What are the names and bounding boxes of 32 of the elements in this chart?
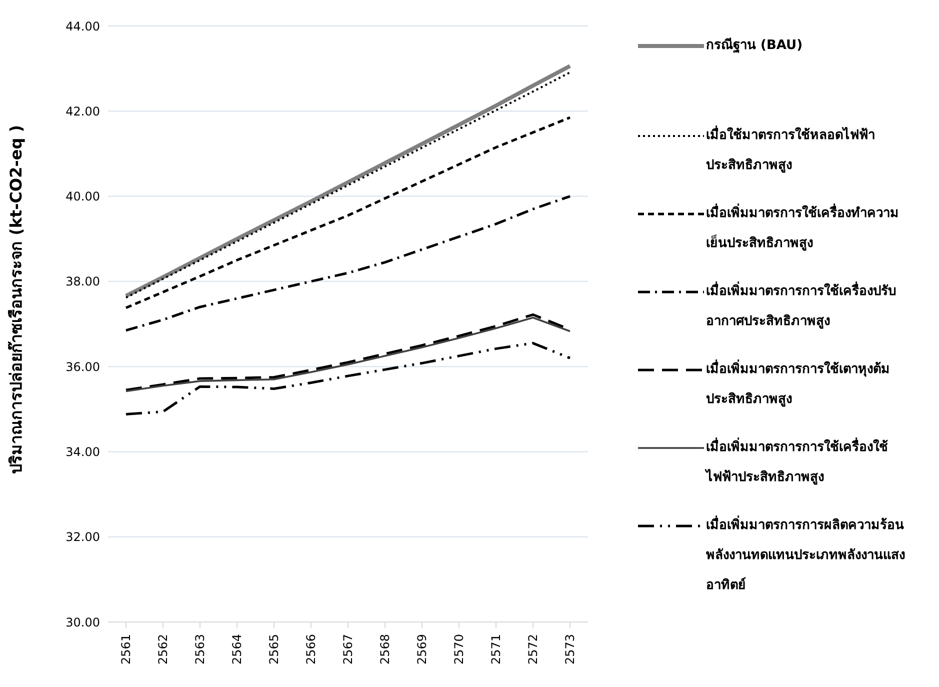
y-tick-label: 32.00 [66,530,100,544]
text: เมื่อเพิ่มมาตรการการผลิตความร้อนพลังงานทดแทนประเภทพลังงานแสงอาทิตย์ [706,514,906,595]
y-tick-label: 44.00 [66,19,100,34]
y-axis-title: ปริมาณการปล่อยก๊าซเรือนกระจก (kt-CO2-eq ) [6,124,26,474]
x-tick-label: 2564 [230,634,244,665]
x-tick-label: 2567 [341,634,355,665]
x-tick-label: 2572 [526,634,540,665]
x-tick-label: 2570 [452,634,466,665]
text: เมื่อเพิ่มมาตรการการใช้เครื่องปรับอากาศประสิทธิภาพสูง [706,280,897,331]
x-tick-label: 2568 [378,634,392,665]
line-series [124,116,572,310]
y-tick-label: 34.00 [66,444,100,459]
text: เมื่อใช้มาตรการใช้หลอดไฟฟ้าประสิทธิภาพสูง [706,124,876,175]
x-tick-label: 2561 [119,634,133,665]
y-tick-label: 42.00 [66,104,100,118]
x-tick-label: 2569 [415,634,429,665]
text: กรณีฐาน (BAU) [706,36,804,55]
x-tick-label: 2571 [489,634,503,665]
y-tick-label: 38.00 [66,274,100,289]
x-tick-label: 2565 [267,634,281,665]
y-tick-label: 40.00 [66,190,100,204]
x-tick-label: 2562 [156,634,170,665]
line-series [124,342,572,416]
x-tick-label: 2573 [563,634,577,665]
y-tick-label: 36.00 [66,360,100,374]
text: เมื่อเพิ่มมาตรการการใช้เครื่องใช้ไฟฟ้าประสิทธิภาพสูง [706,436,889,487]
text: เมื่อเพิ่มมาตรการการใช้เตาหุงต้มประสิทธิภาพสูง [706,358,891,409]
x-tick-label: 2566 [304,634,318,665]
x-tick-label: 2563 [193,634,207,665]
text: เมื่อเพิ่มมาตรการใช้เครื่องทำความเย็นประสิทธิภาพสูง [706,202,900,253]
y-tick-label: 30.00 [66,615,100,630]
line-series [124,195,572,332]
